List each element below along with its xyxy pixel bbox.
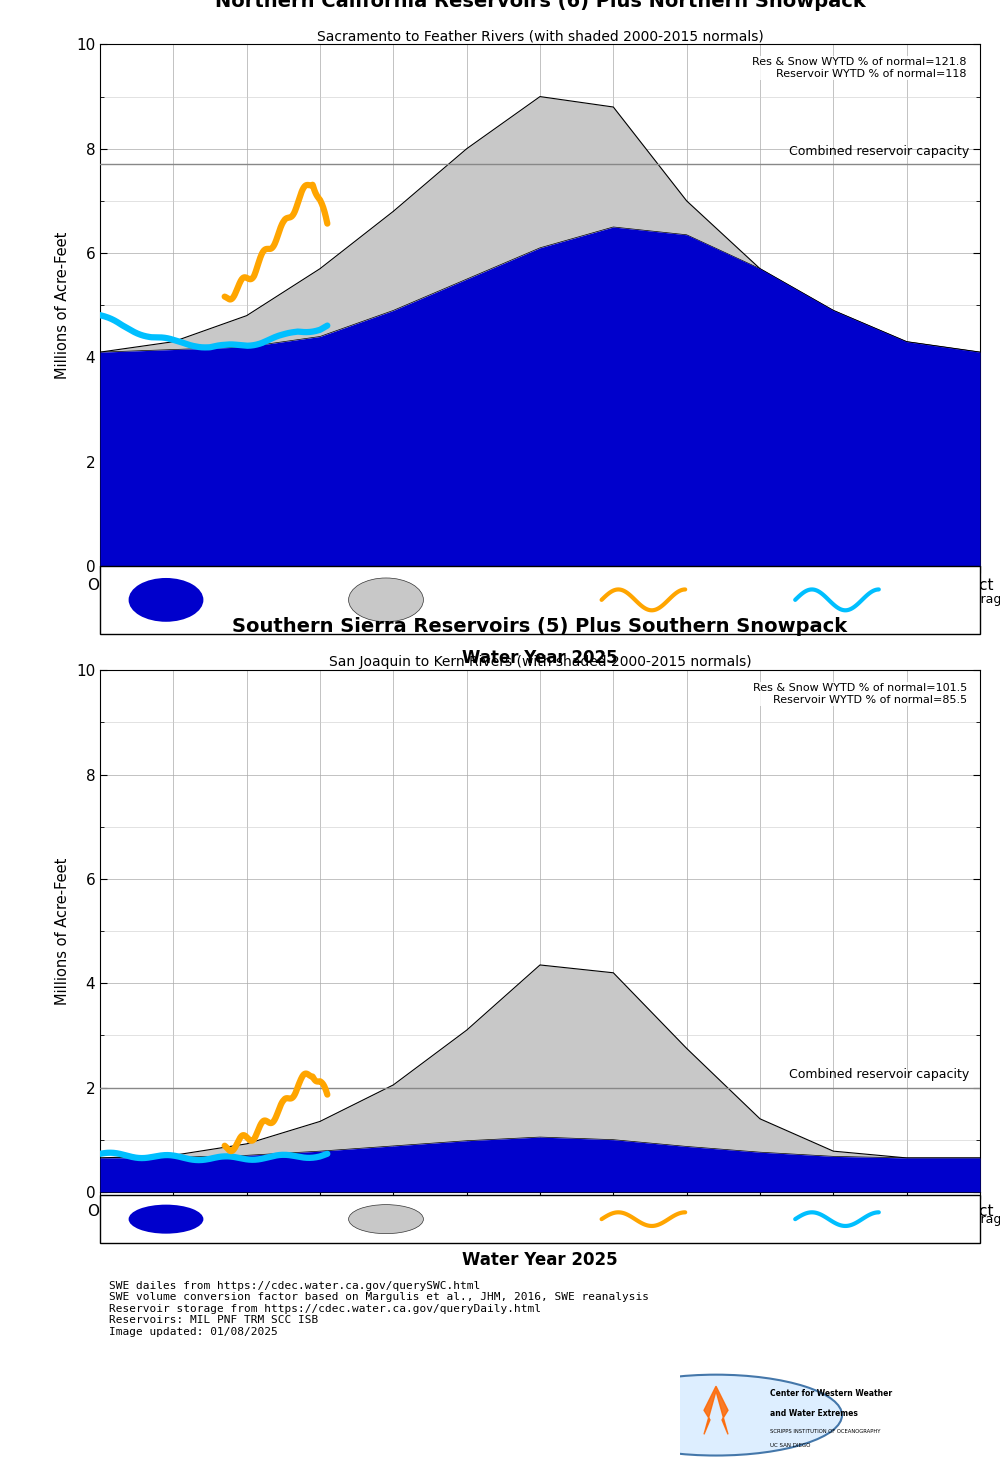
Ellipse shape bbox=[349, 1204, 423, 1234]
Title: San Joaquin to Kern Rivers (with shaded 2000-2015 normals): San Joaquin to Kern Rivers (with shaded … bbox=[329, 655, 751, 669]
Text: Res & Snow WYTD % of normal=101.5
Reservoir WYTD % of normal=85.5: Res & Snow WYTD % of normal=101.5 Reserv… bbox=[753, 683, 967, 705]
Text: Water Year 2025: Water Year 2025 bbox=[462, 649, 618, 666]
Circle shape bbox=[590, 1374, 842, 1456]
Text: Res & Snow WYTD % of normal=121.8
Reservoir WYTD % of normal=118: Res & Snow WYTD % of normal=121.8 Reserv… bbox=[752, 58, 967, 78]
Polygon shape bbox=[704, 1386, 728, 1434]
Text: UC SAN DIEGO: UC SAN DIEGO bbox=[770, 1444, 810, 1448]
Text: Reservoirs plus
snowpack: Reservoirs plus snowpack bbox=[698, 586, 794, 615]
Text: Northern California Reservoirs (6) Plus Northern Snowpack: Northern California Reservoirs (6) Plus … bbox=[215, 0, 865, 10]
Text: Southern Sierra Reservoirs (5) Plus Southern Snowpack: Southern Sierra Reservoirs (5) Plus Sout… bbox=[232, 618, 848, 637]
Text: SWE dailes from https://cdec.water.ca.gov/querySWC.html
SWE volume conversion fa: SWE dailes from https://cdec.water.ca.go… bbox=[109, 1281, 649, 1337]
FancyBboxPatch shape bbox=[100, 566, 980, 634]
Title: Sacramento to Feather Rivers (with shaded 2000-2015 normals): Sacramento to Feather Rivers (with shade… bbox=[317, 30, 763, 43]
Text: Combined reservoir capacity: Combined reservoir capacity bbox=[789, 145, 969, 158]
Y-axis label: Millions of Acre-Feet: Millions of Acre-Feet bbox=[55, 857, 70, 1004]
Text: Combined reservoir capacity: Combined reservoir capacity bbox=[789, 1068, 969, 1081]
Text: Water Year 2025: Water Year 2025 bbox=[462, 1251, 618, 1269]
Text: Reservoirs storage: Reservoirs storage bbox=[892, 1213, 1000, 1226]
Text: Reservoirs storage: Reservoirs storage bbox=[892, 594, 1000, 606]
Text: Normal reservoirs: Normal reservoirs bbox=[210, 594, 321, 606]
Text: Normal reservoirs: Normal reservoirs bbox=[210, 1213, 321, 1226]
FancyBboxPatch shape bbox=[100, 1195, 980, 1243]
Text: Normal reservoirs
plus snowpack: Normal reservoirs plus snowpack bbox=[430, 586, 541, 615]
Y-axis label: Millions of Acre-Feet: Millions of Acre-Feet bbox=[55, 231, 70, 379]
Text: Center for Western Weather: Center for Western Weather bbox=[770, 1389, 892, 1398]
Ellipse shape bbox=[129, 1204, 203, 1234]
Text: Reservoirs plus
snowpack: Reservoirs plus snowpack bbox=[698, 1206, 794, 1234]
Text: Normal reservoirs
plus snowpack: Normal reservoirs plus snowpack bbox=[430, 1206, 541, 1234]
Text: SCRIPPS INSTITUTION OF OCEANOGRAPHY: SCRIPPS INSTITUTION OF OCEANOGRAPHY bbox=[770, 1429, 881, 1434]
Text: and Water Extremes: and Water Extremes bbox=[770, 1408, 858, 1417]
Ellipse shape bbox=[349, 578, 423, 622]
Ellipse shape bbox=[129, 578, 203, 622]
